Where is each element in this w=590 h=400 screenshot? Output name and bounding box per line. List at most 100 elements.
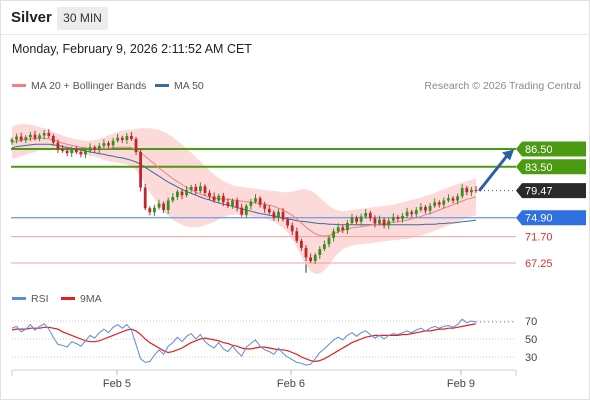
candle: [424, 204, 427, 214]
rsi-tick-30: 30: [525, 352, 537, 364]
instrument-title: Silver: [11, 9, 52, 26]
candle: [240, 203, 244, 217]
candle: [437, 200, 441, 208]
candle-body: [15, 136, 18, 140]
legend-rsi-swatch: [12, 296, 26, 300]
candle-body: [240, 207, 244, 215]
candle-body: [442, 200, 446, 205]
candle: [323, 240, 326, 252]
timeframe-badge[interactable]: 30 MIN: [57, 7, 108, 30]
candle: [378, 215, 381, 226]
candle-body: [267, 208, 271, 213]
price-tag-74.90: 74.90: [525, 213, 553, 225]
candle-body: [189, 186, 193, 190]
candle: [350, 213, 354, 226]
legend-ma50: MA 50: [155, 80, 204, 92]
candle: [10, 137, 14, 145]
candle-body: [38, 135, 41, 139]
price-tag-bg-86.50: [516, 141, 586, 157]
candle-body: [153, 207, 156, 213]
candle-body: [125, 136, 129, 141]
candle: [428, 202, 432, 215]
candle-body: [263, 204, 267, 209]
candle-body: [180, 191, 184, 196]
candle-body: [254, 198, 257, 202]
candle: [51, 133, 55, 146]
candles: [10, 129, 478, 264]
candle: [79, 149, 83, 158]
candle: [157, 199, 161, 210]
candle-body: [419, 207, 423, 210]
candle: [111, 137, 115, 150]
candle-body: [185, 189, 188, 196]
candle: [208, 189, 211, 201]
candle-body: [171, 197, 175, 201]
candle: [120, 135, 124, 144]
candle-body: [437, 202, 441, 205]
candle: [84, 147, 87, 159]
candle-body: [221, 195, 225, 203]
candle-body: [148, 208, 152, 213]
candle: [258, 196, 262, 208]
header-divider: [0, 34, 590, 35]
candle-body: [424, 207, 427, 211]
candle-body: [382, 219, 386, 226]
candle: [355, 215, 358, 225]
candle: [93, 145, 97, 153]
candle: [327, 235, 331, 248]
candle: [341, 225, 345, 234]
legend-ma50-swatch: [155, 83, 169, 87]
candle: [70, 146, 74, 157]
x-tick-label: Feb 6: [277, 378, 305, 390]
candle-body: [70, 149, 74, 154]
candle: [456, 193, 459, 205]
candle-body: [290, 225, 294, 232]
price-tag-71.70: 71.70: [525, 232, 553, 244]
candle: [249, 198, 253, 210]
candle-body: [231, 200, 234, 206]
candle-body: [346, 223, 349, 231]
candle: [74, 145, 78, 155]
candle: [97, 143, 101, 154]
candle-body: [24, 137, 28, 141]
candle-body: [286, 219, 289, 226]
candle-body: [79, 152, 83, 155]
candle-body: [166, 200, 170, 210]
candle-body: [56, 142, 60, 149]
candle: [414, 207, 418, 218]
candle: [143, 183, 147, 211]
price-tag-bg-74.90: [516, 210, 586, 226]
candle: [346, 220, 349, 234]
candle-body: [29, 134, 32, 138]
candle: [176, 189, 179, 200]
candle: [382, 217, 386, 229]
candle-body: [364, 213, 368, 217]
candle-body: [102, 143, 106, 147]
candle-body: [309, 257, 312, 261]
candle: [309, 253, 312, 263]
candle: [318, 246, 322, 259]
candle: [134, 136, 138, 155]
candle: [217, 193, 221, 204]
candle-body: [249, 201, 253, 206]
chart-datetime: Monday, February 9, 2026 2:11:52 AM CET: [12, 42, 252, 56]
candle-body: [97, 146, 101, 150]
research-credit: Research © 2026 Trading Central: [424, 80, 581, 92]
candle-body: [93, 147, 97, 150]
candle: [33, 130, 37, 141]
candle-body: [107, 143, 110, 146]
candle: [313, 252, 317, 264]
candle-body: [244, 205, 248, 215]
candle: [203, 184, 207, 196]
candle: [162, 201, 165, 213]
price-tag-67.25: 67.25: [525, 258, 553, 270]
candle: [465, 186, 469, 196]
candle-body: [387, 220, 391, 226]
candle: [419, 203, 423, 213]
candle-body: [157, 203, 161, 208]
candle: [29, 131, 32, 142]
x-tick-label: Feb 9: [447, 378, 475, 390]
candle-body: [405, 211, 409, 216]
candle: [263, 201, 267, 213]
